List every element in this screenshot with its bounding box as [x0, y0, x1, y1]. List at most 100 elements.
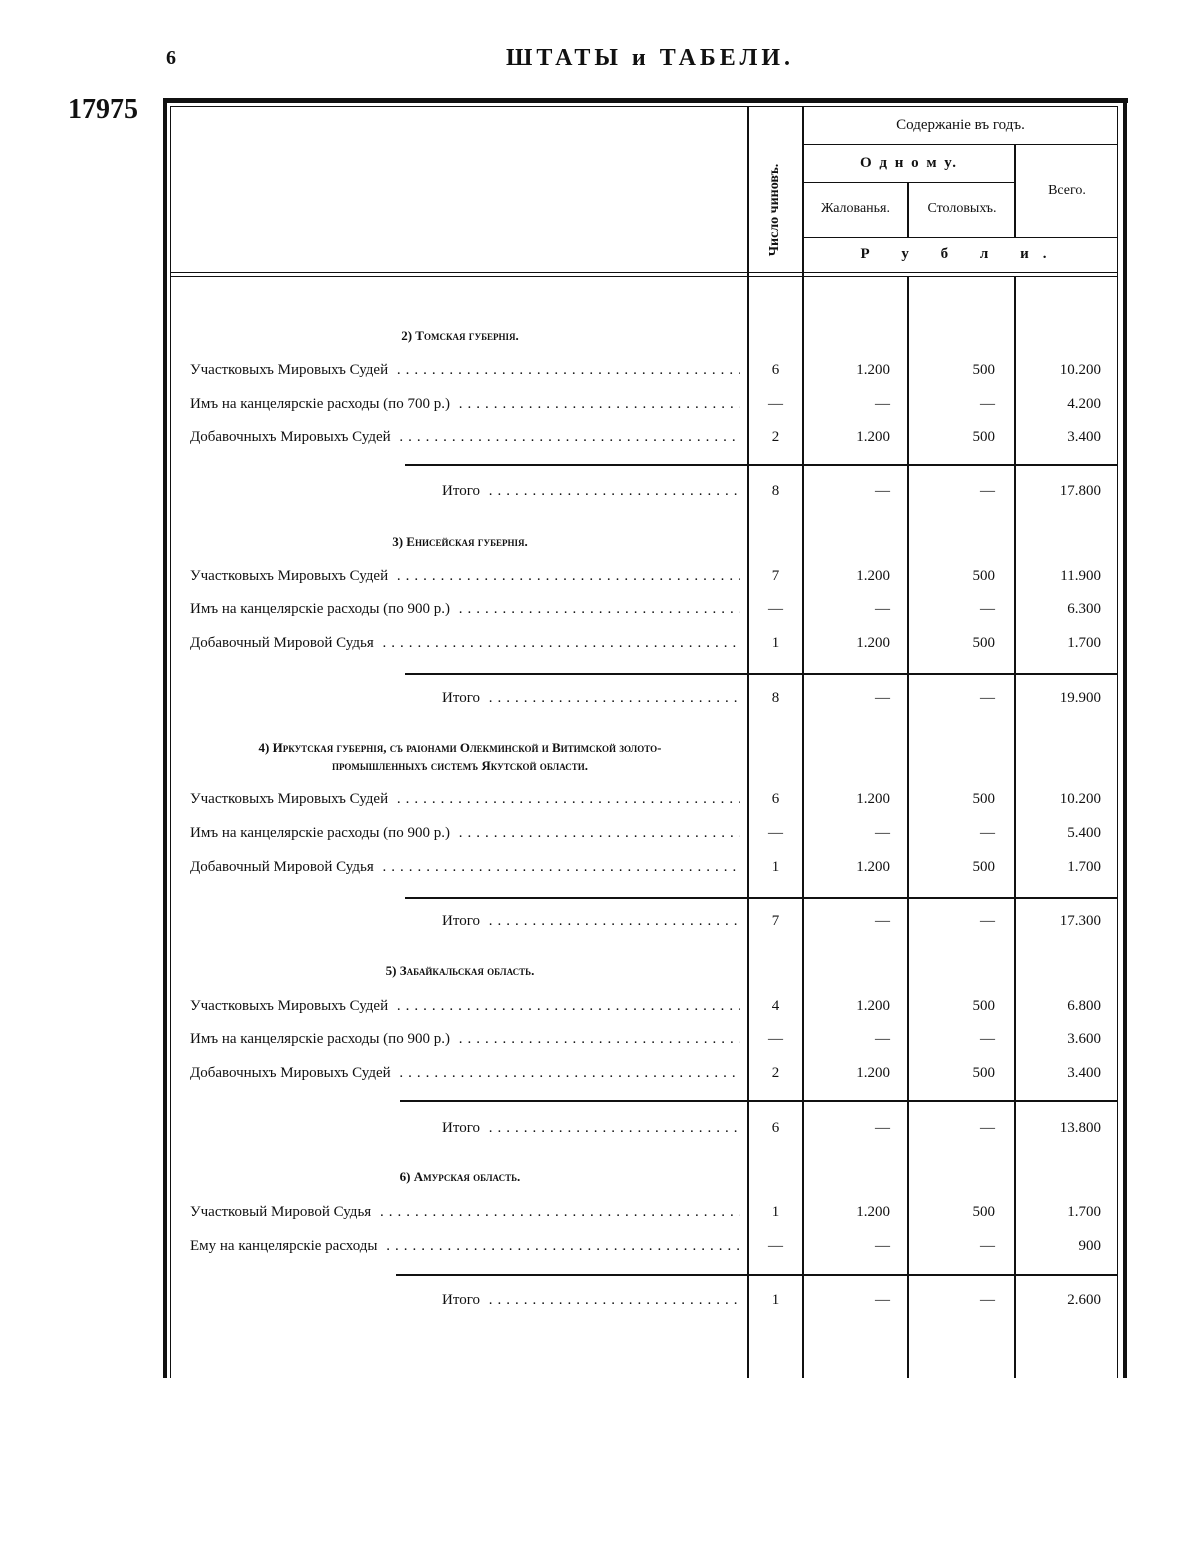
- section-title: 4) Иркутская губернія, съ раіонами Олекм…: [258, 740, 662, 755]
- itogo-total: 17.300: [1059, 913, 1101, 929]
- leader-dots: ..............................: [479, 690, 742, 706]
- itogo-label: Итого ..............................: [442, 689, 742, 707]
- row-total: 900: [1078, 1238, 1102, 1254]
- row-count: —: [768, 825, 783, 841]
- row-salary: 1.200: [856, 998, 890, 1014]
- row-label-text: Добавочныхъ Мировыхъ Судей: [190, 429, 391, 445]
- row-count: —: [768, 1238, 783, 1254]
- row-label: Участковый Мировой Судья ...............…: [190, 1203, 740, 1221]
- row-label: Ему на канцелярскіе расходы ............…: [190, 1237, 740, 1255]
- row-label-text: Участковыхъ Мировыхъ Судей: [190, 568, 389, 584]
- row-board: —: [980, 1031, 995, 1047]
- header-total: Всего.: [1048, 183, 1086, 198]
- leader-dots: ........................................…: [382, 859, 740, 875]
- col-line-board-header: [907, 183, 909, 238]
- row-label-text: Добавочный Мировой Судья: [190, 635, 374, 651]
- subtotal-rule: [400, 1100, 1118, 1102]
- row-label: Добавочный Мировой Судья ...............…: [190, 858, 740, 876]
- row-board: 500: [972, 1204, 996, 1220]
- row-salary: —: [875, 825, 890, 841]
- row-count: 4: [771, 998, 780, 1014]
- row-total: 1.700: [1067, 635, 1101, 651]
- row-board: —: [980, 1238, 995, 1254]
- row-total: 1.700: [1067, 1204, 1101, 1220]
- document-number: 17975: [68, 94, 138, 125]
- itogo-count: 8: [771, 483, 780, 499]
- row-label: Имъ на канцелярскіе расходы (по 900 р.) …: [190, 824, 740, 842]
- subtotal-rule: [396, 1274, 1118, 1276]
- itogo-text: Итого: [442, 1120, 480, 1136]
- header-rule-2: [803, 182, 1015, 183]
- row-board: —: [980, 396, 995, 412]
- row-total: 3.600: [1067, 1031, 1101, 1047]
- row-board: 500: [972, 998, 996, 1014]
- itogo-salary: —: [875, 913, 890, 929]
- header-unit: Р у б л и.: [860, 246, 1061, 262]
- row-board: 500: [972, 362, 996, 378]
- row-board: 500: [972, 635, 996, 651]
- section-title-cont: промышленныхъ системъ Якутской области.: [331, 758, 589, 773]
- frame-top-inner: [170, 106, 1118, 107]
- row-label-text: Имъ на канцелярскіе расходы (по 900 р.): [190, 825, 450, 841]
- subtotal-rule: [405, 464, 1118, 466]
- row-total: 3.400: [1067, 429, 1101, 445]
- col-line-total-header: [1014, 145, 1016, 238]
- row-label-text: Участковыхъ Мировыхъ Судей: [190, 791, 389, 807]
- row-salary: —: [875, 1238, 890, 1254]
- row-board: —: [980, 825, 995, 841]
- row-total: 4.200: [1067, 396, 1101, 412]
- row-label-text: Участковый Мировой Судья: [190, 1204, 372, 1220]
- row-count: 6: [771, 791, 780, 807]
- row-board: —: [980, 601, 995, 617]
- itogo-label: Итого ..............................: [442, 1291, 742, 1309]
- row-count: 1: [771, 635, 780, 651]
- row-label-text: Добавочныхъ Мировыхъ Судей: [190, 1065, 391, 1081]
- header-double-rule-b: [170, 276, 1118, 277]
- subtotal-rule: [405, 673, 1118, 675]
- itogo-board: —: [980, 690, 995, 706]
- row-salary: 1.200: [856, 859, 890, 875]
- itogo-board: —: [980, 483, 995, 499]
- header-count: Число чиновъ.: [767, 163, 782, 257]
- row-label: Добавочныхъ Мировыхъ Судей .............…: [190, 1064, 740, 1082]
- row-count: 2: [771, 1065, 780, 1081]
- header-per-person: О д н о м у.: [859, 155, 959, 171]
- itogo-text: Итого: [442, 483, 480, 499]
- header-rule-1: [803, 144, 1118, 145]
- row-board: 500: [972, 859, 996, 875]
- row-label: Добавочныхъ Мировыхъ Судей .............…: [190, 428, 740, 446]
- row-count: —: [768, 601, 783, 617]
- header-double-rule-a: [170, 272, 1118, 273]
- section-title: 6) Амурская область.: [399, 1169, 521, 1184]
- row-salary: 1.200: [856, 791, 890, 807]
- header-board: Столовыхъ.: [927, 201, 997, 216]
- subtotal-rule: [405, 897, 1118, 899]
- leader-dots: ........................................…: [379, 1204, 740, 1220]
- leader-dots: ..............................: [479, 913, 742, 929]
- row-count: 7: [771, 568, 780, 584]
- itogo-count: 1: [771, 1292, 780, 1308]
- leader-dots: ........................................…: [396, 998, 740, 1014]
- row-label-text: Участковыхъ Мировыхъ Судей: [190, 998, 389, 1014]
- page-number: 6: [166, 47, 176, 69]
- row-salary: —: [875, 1031, 890, 1047]
- row-count: 1: [771, 1204, 780, 1220]
- header-salary: Жалованья.: [821, 201, 890, 216]
- row-label: Добавочный Мировой Судья ...............…: [190, 634, 740, 652]
- section-title: 5) Забайкальская область.: [385, 963, 535, 978]
- row-salary: 1.200: [856, 429, 890, 445]
- itogo-board: —: [980, 1120, 995, 1136]
- frame-right-inner: [1117, 106, 1118, 1378]
- row-total: 10.200: [1059, 362, 1101, 378]
- row-total: 5.400: [1067, 825, 1101, 841]
- col-line-total: [1014, 277, 1016, 1378]
- leader-dots: ..............................: [479, 1120, 742, 1136]
- row-total: 3.400: [1067, 1065, 1101, 1081]
- leader-dots: ........................................…: [458, 1031, 740, 1047]
- row-label: Имъ на канцелярскіе расходы (по 900 р.) …: [190, 600, 740, 618]
- leader-dots: ..............................: [479, 1292, 742, 1308]
- leader-dots: ........................................…: [396, 362, 740, 378]
- row-salary: 1.200: [856, 635, 890, 651]
- col-line-salary: [802, 106, 804, 1378]
- leader-dots: ........................................…: [396, 568, 740, 584]
